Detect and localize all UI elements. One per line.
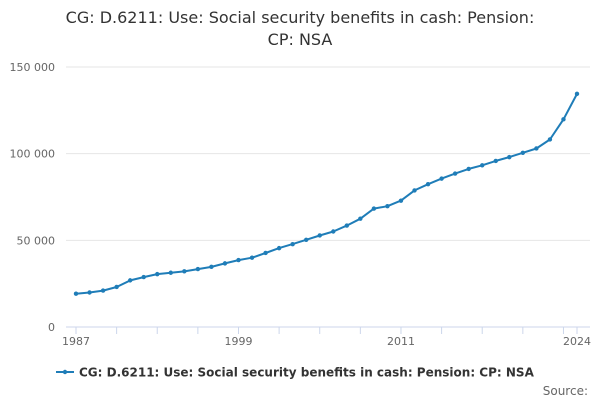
data-point[interactable]: [412, 188, 417, 193]
data-point[interactable]: [168, 270, 173, 275]
data-point[interactable]: [507, 154, 512, 160]
data-point[interactable]: [317, 233, 322, 238]
data-point[interactable]: [358, 216, 363, 221]
data-point[interactable]: [385, 203, 390, 209]
data-point[interactable]: [398, 198, 404, 203]
legend-label: CG: D.6211: Use: Social security benefit…: [79, 366, 535, 380]
data-point[interactable]: [439, 176, 444, 181]
data-point[interactable]: [574, 91, 580, 97]
data-point[interactable]: [290, 241, 295, 247]
legend-marker-icon: [62, 369, 68, 375]
legend[interactable]: CG: D.6211: Use: Social security benefit…: [56, 366, 535, 380]
data-point[interactable]: [114, 284, 119, 290]
data-point[interactable]: [141, 274, 146, 280]
x-tick-label: 2011: [387, 335, 415, 348]
data-point[interactable]: [371, 206, 377, 211]
y-gridlines: [66, 66, 590, 241]
data-point[interactable]: [547, 137, 553, 142]
y-tick-label: 0: [48, 321, 55, 334]
data-point[interactable]: [466, 166, 471, 172]
source-label[interactable]: Source:: [543, 384, 588, 398]
data-point[interactable]: [155, 271, 160, 277]
data-point[interactable]: [493, 158, 498, 164]
data-point[interactable]: [100, 288, 106, 293]
chart-title-line-2: CP: NSA: [268, 30, 333, 49]
data-point[interactable]: [127, 278, 133, 283]
series-line: [75, 92, 578, 295]
data-point[interactable]: [222, 261, 228, 266]
x-tick-label: 2024: [563, 335, 591, 348]
data-point[interactable]: [331, 229, 336, 234]
data-point[interactable]: [73, 291, 79, 296]
data-point[interactable]: [520, 150, 526, 155]
x-tick-label: 1987: [62, 335, 90, 348]
x-tick-label: 1999: [224, 335, 252, 348]
data-point[interactable]: [276, 245, 282, 251]
data-point[interactable]: [87, 290, 92, 295]
data-point[interactable]: [534, 146, 539, 151]
data-point[interactable]: [182, 269, 187, 274]
data-point[interactable]: [344, 223, 350, 228]
data-point[interactable]: [236, 257, 241, 263]
series-layer: [73, 91, 580, 296]
y-axis-ticks: 0 50 000 100 000 150 000: [10, 61, 56, 334]
chart-title-line-1: CG: D.6211: Use: Social security benefit…: [66, 8, 535, 27]
x-axis: 1987 1999 2011 2024: [62, 326, 591, 348]
data-point[interactable]: [561, 117, 566, 122]
data-point[interactable]: [249, 255, 255, 260]
data-point[interactable]: [195, 266, 201, 272]
data-point[interactable]: [263, 250, 268, 256]
y-tick-label: 100 000: [10, 148, 56, 161]
y-tick-label: 150 000: [10, 61, 56, 74]
data-point[interactable]: [303, 237, 309, 243]
data-point[interactable]: [209, 264, 214, 270]
data-point[interactable]: [480, 163, 485, 168]
y-tick-label: 50 000: [17, 234, 56, 247]
data-point[interactable]: [425, 181, 431, 187]
data-point[interactable]: [452, 171, 458, 176]
